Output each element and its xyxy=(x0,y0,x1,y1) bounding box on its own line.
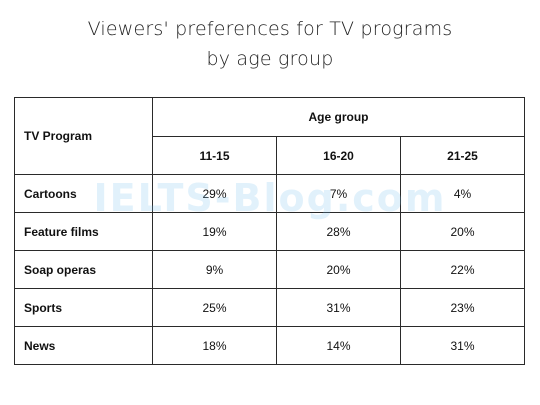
data-cell: 29% xyxy=(152,174,277,213)
header-row-top: TV Program Age group xyxy=(14,97,525,175)
data-cell: 20% xyxy=(276,250,401,289)
column-group-header: Age group xyxy=(152,97,525,137)
data-cell: 28% xyxy=(276,212,401,251)
column-header-21-25: 21-25 xyxy=(400,136,525,175)
data-cell: 9% xyxy=(152,250,277,289)
data-table: TV Program Age group 11-15 16-20 21-25 C… xyxy=(14,97,525,365)
column-header-11-15: 11-15 xyxy=(152,136,277,175)
table-row-news: News 18% 14% 31% xyxy=(14,326,525,365)
table-row-soap-operas: Soap operas 9% 20% 22% xyxy=(14,250,525,289)
row-label: Cartoons xyxy=(14,174,153,213)
chart-title-line-2: by age group xyxy=(206,48,334,70)
row-label: Sports xyxy=(14,288,153,327)
data-cell: 7% xyxy=(276,174,401,213)
data-cell: 31% xyxy=(400,326,525,365)
data-cell: 14% xyxy=(276,326,401,365)
row-label: News xyxy=(14,326,153,365)
table-row-cartoons: Cartoons 29% 7% 4% xyxy=(14,174,525,213)
row-label: Soap operas xyxy=(14,250,153,289)
data-cell: 19% xyxy=(152,212,277,251)
table-row-sports: Sports 25% 31% 23% xyxy=(14,288,525,327)
data-cell: 31% xyxy=(276,288,401,327)
data-cell: 25% xyxy=(152,288,277,327)
data-cell: 23% xyxy=(400,288,525,327)
data-cell: 4% xyxy=(400,174,525,213)
data-cell: 20% xyxy=(400,212,525,251)
data-cell: 22% xyxy=(400,250,525,289)
header-row-columns: 11-15 16-20 21-25 xyxy=(15,136,525,175)
table-row-feature-films: Feature films 19% 28% 20% xyxy=(14,212,525,251)
data-cell: 18% xyxy=(152,326,277,365)
row-label: Feature films xyxy=(14,212,153,251)
chart-title-line-1: Viewers' preferences for TV programs xyxy=(87,18,453,40)
row-header-cell: TV Program xyxy=(14,97,153,175)
column-header-16-20: 16-20 xyxy=(276,136,401,175)
